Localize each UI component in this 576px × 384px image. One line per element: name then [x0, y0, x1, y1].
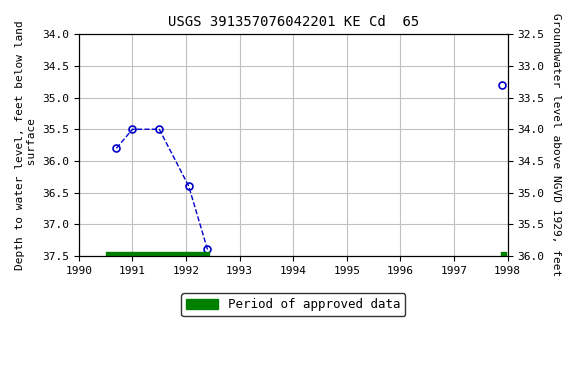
Legend: Period of approved data: Period of approved data: [181, 293, 405, 316]
Y-axis label: Groundwater level above NGVD 1929, feet: Groundwater level above NGVD 1929, feet: [551, 13, 561, 277]
Title: USGS 391357076042201 KE Cd  65: USGS 391357076042201 KE Cd 65: [168, 15, 419, 29]
Y-axis label: Depth to water level, feet below land
 surface: Depth to water level, feet below land su…: [15, 20, 37, 270]
